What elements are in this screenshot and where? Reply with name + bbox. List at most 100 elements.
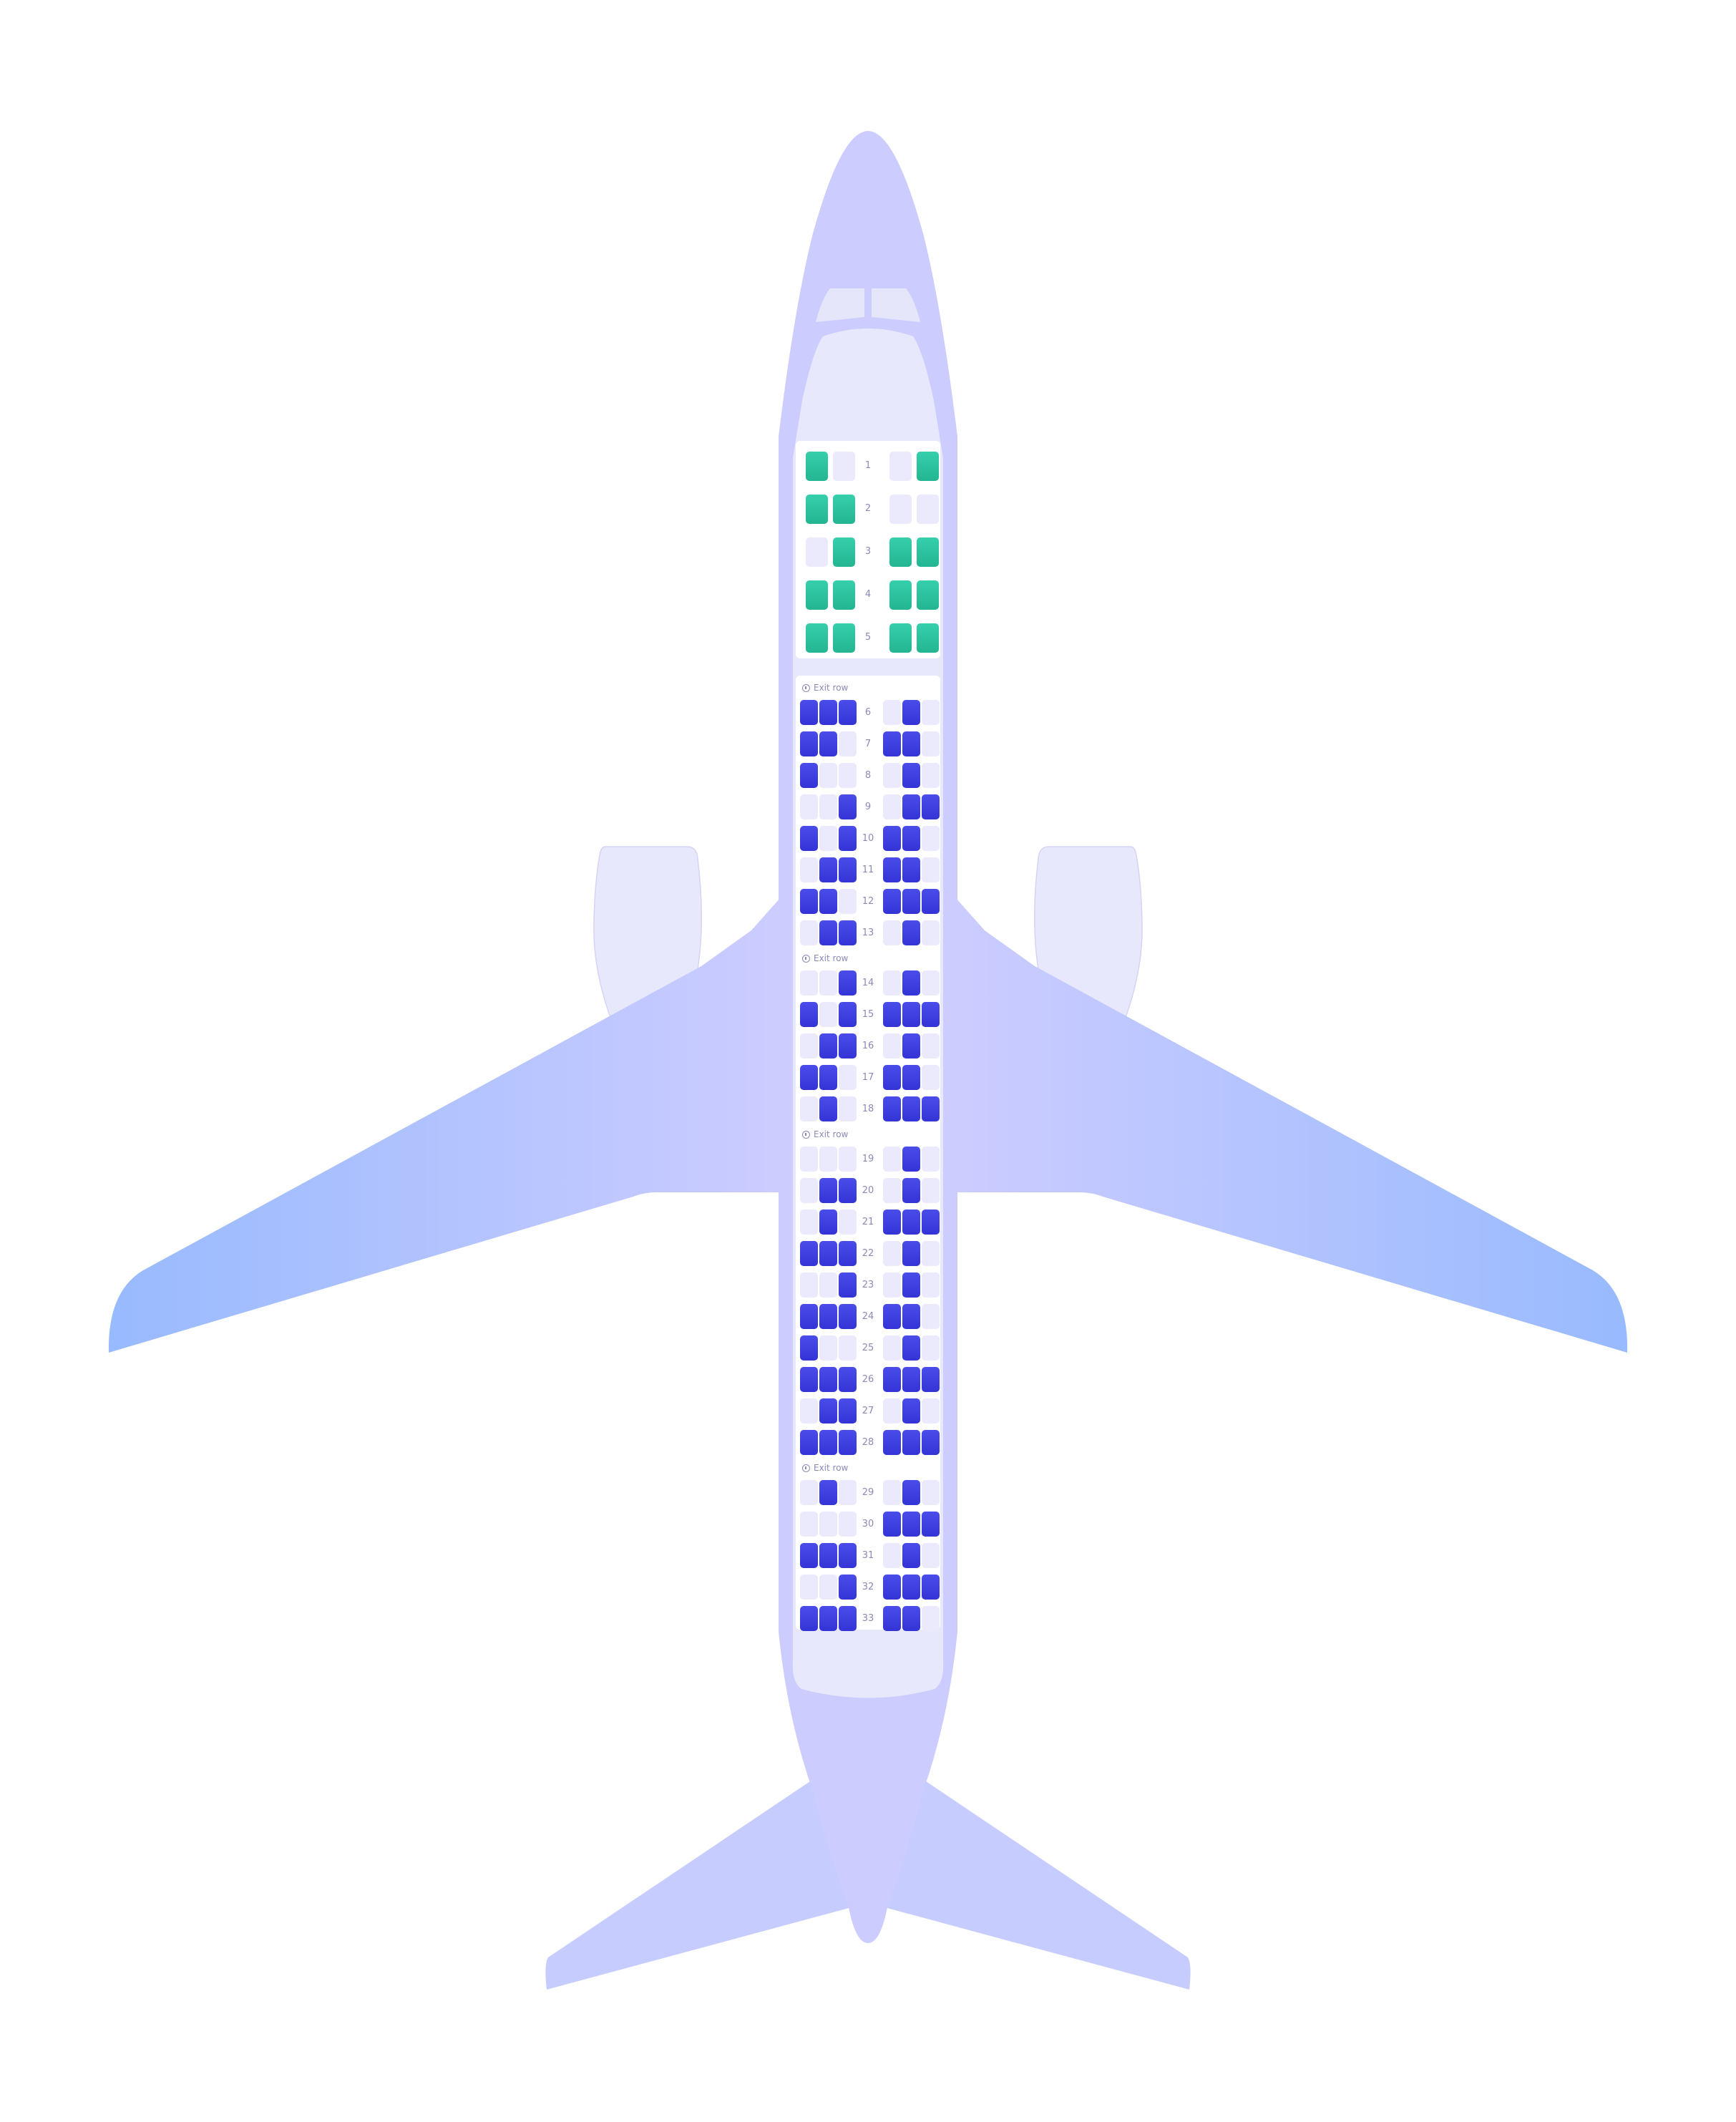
seat-32D[interactable] — [883, 1575, 901, 1600]
seat-19E[interactable] — [902, 1147, 920, 1172]
seat-1A[interactable] — [806, 452, 828, 481]
seat-5A[interactable] — [806, 623, 828, 653]
seat-33C[interactable] — [839, 1606, 857, 1631]
seat-2A[interactable] — [806, 495, 828, 524]
seat-4A[interactable] — [806, 580, 828, 610]
seat-28F[interactable] — [922, 1430, 940, 1455]
seat-9C[interactable] — [839, 794, 857, 819]
seat-1D[interactable] — [917, 452, 939, 481]
seat-28B[interactable] — [819, 1430, 837, 1455]
seat-13C[interactable] — [839, 920, 857, 945]
seat-5B[interactable] — [833, 623, 855, 653]
seat-33B[interactable] — [819, 1606, 837, 1631]
seat-23E[interactable] — [902, 1272, 920, 1298]
seat-24D[interactable] — [883, 1304, 901, 1329]
seat-33A[interactable] — [800, 1606, 818, 1631]
seat-31C[interactable] — [839, 1543, 857, 1568]
seat-29E[interactable] — [902, 1480, 920, 1505]
seat-16C[interactable] — [839, 1033, 857, 1058]
seat-6B[interactable] — [819, 700, 837, 725]
seat-6C[interactable] — [839, 700, 857, 725]
seat-10D[interactable] — [883, 826, 901, 851]
seat-32C[interactable] — [839, 1575, 857, 1600]
seat-21B[interactable] — [819, 1210, 837, 1235]
seat-24C[interactable] — [839, 1304, 857, 1329]
seat-16B[interactable] — [819, 1033, 837, 1058]
seat-26A[interactable] — [800, 1367, 818, 1392]
seat-24E[interactable] — [902, 1304, 920, 1329]
seat-11E[interactable] — [902, 857, 920, 882]
seat-12D[interactable] — [883, 889, 901, 914]
seat-8A[interactable] — [800, 763, 818, 788]
seat-4C[interactable] — [889, 580, 912, 610]
seat-10A[interactable] — [800, 826, 818, 851]
seat-15F[interactable] — [922, 1002, 940, 1027]
seat-21E[interactable] — [902, 1210, 920, 1235]
seat-20B[interactable] — [819, 1178, 837, 1203]
seat-15D[interactable] — [883, 1002, 901, 1027]
seat-17D[interactable] — [883, 1065, 901, 1090]
seat-21D[interactable] — [883, 1210, 901, 1235]
seat-26D[interactable] — [883, 1367, 901, 1392]
seat-11C[interactable] — [839, 857, 857, 882]
seat-4D[interactable] — [917, 580, 939, 610]
seat-31B[interactable] — [819, 1543, 837, 1568]
seat-27C[interactable] — [839, 1398, 857, 1423]
seat-16E[interactable] — [902, 1033, 920, 1058]
seat-7D[interactable] — [883, 731, 901, 756]
seat-27E[interactable] — [902, 1398, 920, 1423]
seat-24A[interactable] — [800, 1304, 818, 1329]
seat-22B[interactable] — [819, 1241, 837, 1266]
seat-5C[interactable] — [889, 623, 912, 653]
seat-17B[interactable] — [819, 1065, 837, 1090]
seat-33D[interactable] — [883, 1606, 901, 1631]
seat-22C[interactable] — [839, 1241, 857, 1266]
seat-32E[interactable] — [902, 1575, 920, 1600]
seat-17A[interactable] — [800, 1065, 818, 1090]
seat-3C[interactable] — [889, 537, 912, 567]
seat-22A[interactable] — [800, 1241, 818, 1266]
seat-5D[interactable] — [917, 623, 939, 653]
seat-31A[interactable] — [800, 1543, 818, 1568]
seat-2B[interactable] — [833, 495, 855, 524]
seat-12A[interactable] — [800, 889, 818, 914]
seat-9E[interactable] — [902, 794, 920, 819]
seat-9F[interactable] — [922, 794, 940, 819]
seat-26F[interactable] — [922, 1367, 940, 1392]
seat-25E[interactable] — [902, 1335, 920, 1361]
seat-30E[interactable] — [902, 1512, 920, 1537]
seat-12F[interactable] — [922, 889, 940, 914]
seat-18E[interactable] — [902, 1096, 920, 1121]
seat-10E[interactable] — [902, 826, 920, 851]
seat-31E[interactable] — [902, 1543, 920, 1568]
seat-30D[interactable] — [883, 1512, 901, 1537]
seat-26E[interactable] — [902, 1367, 920, 1392]
seat-7A[interactable] — [800, 731, 818, 756]
seat-11B[interactable] — [819, 857, 837, 882]
seat-18F[interactable] — [922, 1096, 940, 1121]
seat-13E[interactable] — [902, 920, 920, 945]
seat-32F[interactable] — [922, 1575, 940, 1600]
seat-18D[interactable] — [883, 1096, 901, 1121]
seat-12E[interactable] — [902, 889, 920, 914]
seat-30F[interactable] — [922, 1512, 940, 1537]
seat-14C[interactable] — [839, 970, 857, 996]
seat-6E[interactable] — [902, 700, 920, 725]
seat-14E[interactable] — [902, 970, 920, 996]
seat-28C[interactable] — [839, 1430, 857, 1455]
seat-26C[interactable] — [839, 1367, 857, 1392]
seat-15A[interactable] — [800, 1002, 818, 1027]
seat-7E[interactable] — [902, 731, 920, 756]
seat-28E[interactable] — [902, 1430, 920, 1455]
seat-18B[interactable] — [819, 1096, 837, 1121]
seat-6A[interactable] — [800, 700, 818, 725]
seat-15E[interactable] — [902, 1002, 920, 1027]
seat-8E[interactable] — [902, 763, 920, 788]
seat-23C[interactable] — [839, 1272, 857, 1298]
seat-10C[interactable] — [839, 826, 857, 851]
seat-17E[interactable] — [902, 1065, 920, 1090]
seat-4B[interactable] — [833, 580, 855, 610]
seat-15C[interactable] — [839, 1002, 857, 1027]
seat-7B[interactable] — [819, 731, 837, 756]
seat-12B[interactable] — [819, 889, 837, 914]
